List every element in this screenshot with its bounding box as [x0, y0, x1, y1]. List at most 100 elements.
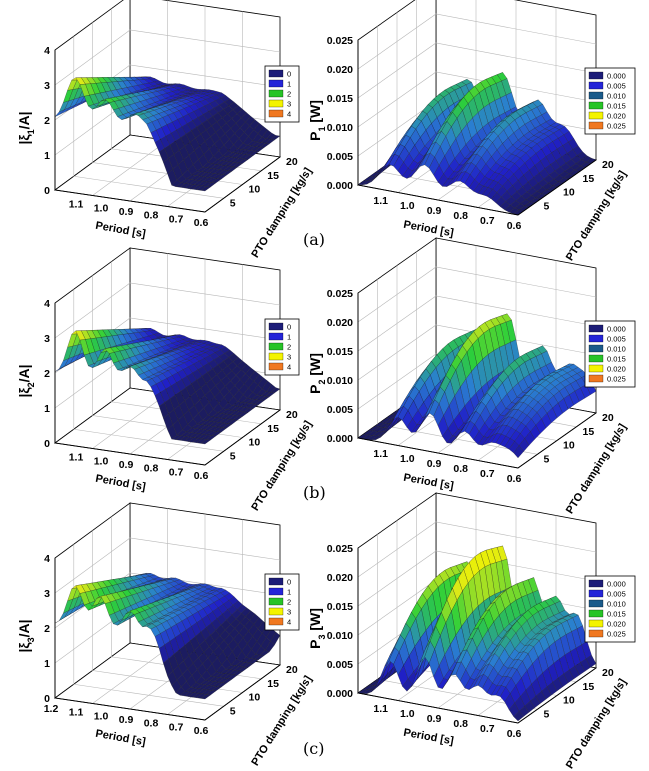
- panel-label-b: (b): [303, 483, 326, 502]
- z-tick-label: 0.005: [327, 151, 353, 163]
- z-tick-label: 0.020: [327, 572, 353, 584]
- z-tick-label: 0.025: [327, 543, 353, 555]
- x-tick-label: 0.6: [194, 725, 209, 737]
- legend-swatch: [588, 589, 604, 598]
- z-tick-label: 0.010: [327, 630, 353, 642]
- legend-swatch: [588, 111, 604, 120]
- z-tick-label: 2: [44, 623, 50, 635]
- z-tick-label: 0.005: [327, 659, 353, 671]
- z-tick-label: 4: [44, 298, 50, 310]
- x-tick-label: 0.7: [169, 721, 184, 733]
- z-tick-label: 0.025: [327, 35, 353, 47]
- x-tick-label: 1.0: [400, 708, 415, 720]
- x-axis-label: Period [s]: [94, 728, 146, 749]
- z-axis-label-main: P: [307, 132, 323, 141]
- x-tick-label: 1.1: [69, 452, 84, 464]
- frame-edge: [54, 50, 281, 213]
- y-axis-label: PTO damping [kg/s]: [564, 421, 629, 516]
- surface-cell: [200, 439, 211, 445]
- y-tick-label: 10: [249, 184, 261, 196]
- x-tick-label: 0.6: [507, 473, 522, 485]
- legend-label: 2: [287, 598, 291, 607]
- legend-label: 1: [287, 588, 291, 597]
- frame-edge: [357, 293, 597, 469]
- z-axis-label: |ξ2/A|: [16, 364, 36, 397]
- z-tick-label: 1: [44, 403, 50, 415]
- z-gridline: [54, 537, 281, 594]
- x-tick-label: 0.8: [453, 463, 468, 475]
- y-axis-label: PTO damping [kg/s]: [564, 676, 629, 771]
- z-tick-label: 0.020: [327, 317, 353, 329]
- z-tick-label: 0.015: [327, 93, 353, 105]
- legend-label: 3: [287, 100, 291, 109]
- z-tick-label: 0.015: [327, 601, 353, 613]
- legend-swatch: [268, 607, 284, 616]
- legend-label: 0.010: [607, 600, 626, 609]
- z-axis-label-main: P: [307, 385, 323, 394]
- x-tick-label: 0.8: [144, 210, 159, 222]
- y-tick-label: 15: [267, 170, 279, 182]
- x-tick-label: 0.9: [427, 205, 442, 217]
- legend-label: 0.000: [607, 580, 626, 589]
- x-tick-label: 0.8: [144, 463, 159, 475]
- y-tick-label: 10: [563, 695, 575, 707]
- z-axis-label-subscript: 1: [317, 127, 327, 132]
- legend-swatch: [588, 364, 604, 373]
- y-tick-label: 10: [249, 692, 261, 704]
- surface-mesh: [54, 328, 281, 445]
- x-tick-label: 0.8: [453, 718, 468, 730]
- legend-swatch: [268, 109, 284, 118]
- legend-label: 0.015: [607, 610, 626, 619]
- x-tick-label: 0.9: [427, 458, 442, 470]
- legend-swatch: [268, 322, 284, 331]
- y-tick-label: 20: [286, 409, 298, 421]
- z-gridline: [357, 324, 597, 381]
- y-tick-label: 5: [230, 450, 236, 462]
- z-axis-label: P2 [W]: [307, 353, 327, 394]
- x-tick-label: 1.1: [69, 707, 84, 719]
- z-tick-label: 1: [44, 150, 50, 162]
- z-gridline: [357, 42, 597, 99]
- x-tick-label: 0.9: [119, 206, 134, 218]
- x-tick-label: 1.1: [373, 703, 388, 715]
- z-axis-label-tail: [W]: [307, 100, 323, 126]
- z-gridline: [54, 572, 281, 629]
- x-tick-label: 1.1: [373, 448, 388, 460]
- z-gridline: [54, 282, 281, 339]
- x-tick-label: 0.6: [507, 220, 522, 232]
- legend-swatch: [588, 354, 604, 363]
- y-tick-label: 15: [267, 678, 279, 690]
- legend-swatch: [588, 71, 604, 80]
- z-tick-label: 3: [44, 80, 50, 92]
- z-axis-label-subscript: 2: [26, 382, 36, 387]
- frame-edge: [357, 40, 597, 216]
- legend-label: 0.015: [607, 102, 626, 111]
- legend-label: 0.020: [607, 620, 626, 629]
- z-tick-label: 0.025: [327, 288, 353, 300]
- y-tick-label: 10: [563, 187, 575, 199]
- x-tick-label: 0.6: [194, 470, 209, 482]
- z-gridline: [357, 71, 597, 128]
- legend-swatch: [588, 579, 604, 588]
- legend-swatch: [588, 344, 604, 353]
- legend-swatch: [268, 577, 284, 586]
- legend-label: 0.005: [607, 82, 626, 91]
- y-axis-label: PTO damping [kg/s]: [564, 168, 629, 263]
- y-tick-label: 5: [544, 708, 550, 720]
- y-tick-label: 5: [544, 200, 550, 212]
- legend-swatch: [588, 629, 604, 638]
- y-tick-label: 15: [583, 173, 595, 185]
- x-tick-label: 0.7: [480, 215, 495, 227]
- x-tick-label: 0.7: [480, 468, 495, 480]
- panel-label-a: (a): [303, 230, 325, 249]
- z-axis-label-main: |ξ: [16, 134, 32, 145]
- x-axis-label: Period [s]: [402, 472, 454, 493]
- x-tick-label: 1.0: [94, 202, 109, 214]
- y-tick-label: 5: [544, 453, 550, 465]
